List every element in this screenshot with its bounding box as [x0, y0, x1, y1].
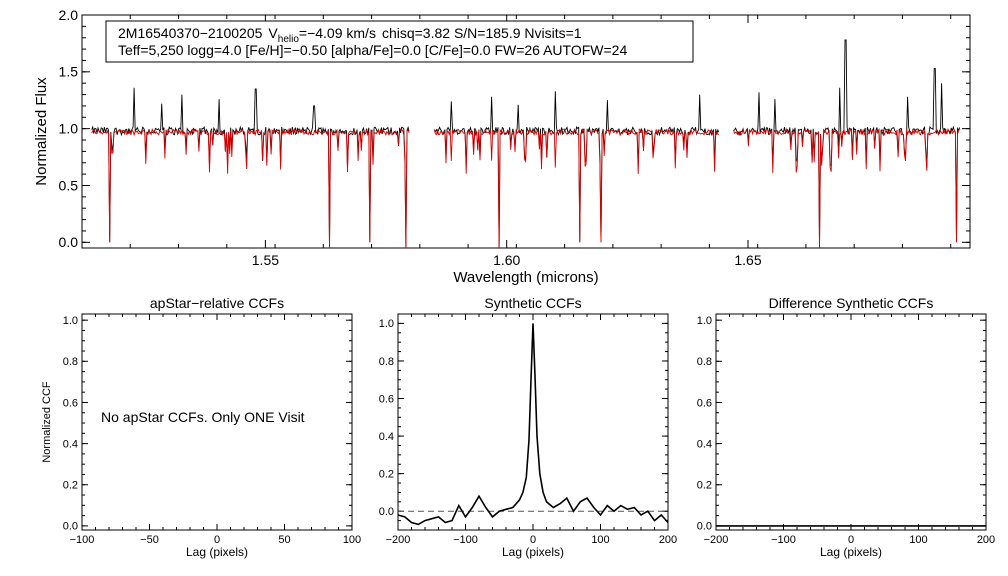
- y-axis-label: Normalized CCF: [41, 381, 53, 463]
- model-spectrum-line: [433, 127, 720, 249]
- x-tick-label: −100: [453, 534, 478, 546]
- y-tick-label: 0.6: [697, 397, 712, 409]
- x-tick-label: 0: [530, 534, 536, 546]
- x-tick-label: −50: [140, 534, 159, 546]
- model-spectrum-line: [91, 127, 410, 249]
- difference-ccf-panel: −200 −100 0 100 200 0.0 0.2 0.4 0.6 0.8 1.0 Lag (pi…: [697, 295, 995, 559]
- x-tick-label: 1.65: [734, 252, 761, 268]
- y-tick-label: 0.4: [63, 438, 78, 450]
- observed-spectrum-line: [433, 91, 720, 249]
- y-tick-label: 0.4: [697, 438, 712, 450]
- y-tick-label: 0.0: [379, 506, 394, 518]
- y-tick-label: 1.0: [59, 121, 79, 137]
- x-tick-label: 200: [659, 534, 677, 546]
- x-axis-label: Wavelength (microns): [453, 269, 598, 286]
- y-tick-label: 0.2: [379, 469, 394, 481]
- header-line-1: 2M16540370−2100205 Vhelio=−4.09 km/s chisq…: [118, 25, 582, 45]
- y-tick-label: 1.0: [63, 315, 78, 327]
- x-axis-label: Lag (pixels): [186, 545, 248, 559]
- x-tick-label: −200: [386, 534, 411, 546]
- y-tick-label: 0.8: [63, 356, 78, 368]
- info-box: [105, 20, 694, 63]
- x-tick-label: 50: [278, 534, 290, 546]
- y-tick-label: 0.6: [379, 393, 394, 405]
- observed-spectrum-line: [733, 39, 961, 249]
- x-tick-label: 1.55: [252, 252, 279, 268]
- y-tick-label: 0.4: [379, 431, 394, 443]
- synthetic-ccf-line: [397, 323, 669, 526]
- x-axis-label: Lag (pixels): [502, 545, 564, 559]
- header-line-2: Teff=5,250 logg=4.0 [Fe/H]=−0.50 [alpha/…: [118, 42, 627, 58]
- x-tick-label: −100: [771, 534, 796, 546]
- y-tick-label: 1.0: [379, 318, 394, 330]
- spectrum-panel: 1.55 1.60 1.65 0.0 0.5 1.0 1.5 2.0 Wavelength (m…: [33, 7, 971, 286]
- x-tick-label: 100: [591, 534, 609, 546]
- y-tick-label: 0.0: [59, 234, 79, 250]
- plot-frame: [397, 313, 669, 531]
- x-tick-label: 200: [977, 534, 995, 546]
- vhelio-symbol: V: [268, 25, 278, 41]
- observed-spectrum-line: [91, 87, 410, 249]
- y-tick-label: 0.5: [59, 177, 79, 193]
- y-tick-label: 0.8: [379, 356, 394, 368]
- vhelio-value: =−4.09 km/s: [299, 25, 376, 41]
- no-ccf-annotation: No apStar CCFs. Only ONE Visit: [101, 409, 305, 425]
- star-id: 2M16540370−2100205: [118, 25, 263, 41]
- x-tick-label: 100: [909, 534, 927, 546]
- x-tick-label: −100: [70, 534, 95, 546]
- y-axis-label: Normalized Flux: [33, 77, 50, 186]
- y-tick-label: 0.8: [697, 356, 712, 368]
- y-tick-label: 0.6: [63, 397, 78, 409]
- vhelio-subscript: helio: [278, 34, 300, 45]
- y-tick-label: 0.2: [63, 480, 78, 492]
- y-tick-label: 0.0: [697, 521, 712, 533]
- synthetic-ccf-panel: −200 −100 0 100 200 0.0 0.2 0.4 0.6 0.8 1.0 Lag (pi…: [379, 295, 677, 559]
- model-spectrum-line: [733, 127, 961, 249]
- fit-stats: chisq=3.82 S/N=185.9 Nvisits=1: [382, 25, 582, 41]
- x-tick-label: 100: [343, 534, 361, 546]
- plot-frame: [81, 14, 971, 249]
- x-axis-label: Lag (pixels): [820, 545, 882, 559]
- x-tick-label: 0: [214, 534, 220, 546]
- y-tick-label: 1.5: [59, 64, 79, 80]
- x-tick-label: −200: [704, 534, 729, 546]
- panel-title: Synthetic CCFs: [484, 295, 581, 311]
- x-tick-label: 0: [848, 534, 854, 546]
- y-tick-label: 0.0: [63, 521, 78, 533]
- apstar-ccf-panel: −100 −50 0 50 100 0.0 0.2 0.4 0.6 0.8 1.0 Lag (pixe…: [41, 295, 361, 559]
- y-tick-label: 1.0: [697, 315, 712, 327]
- plot-frame: [715, 313, 987, 531]
- x-tick-label: 1.60: [493, 252, 520, 268]
- panel-title: apStar−relative CCFs: [150, 295, 284, 311]
- panel-title: Difference Synthetic CCFs: [769, 295, 934, 311]
- y-tick-label: 0.2: [697, 480, 712, 492]
- y-tick-label: 2.0: [59, 7, 79, 23]
